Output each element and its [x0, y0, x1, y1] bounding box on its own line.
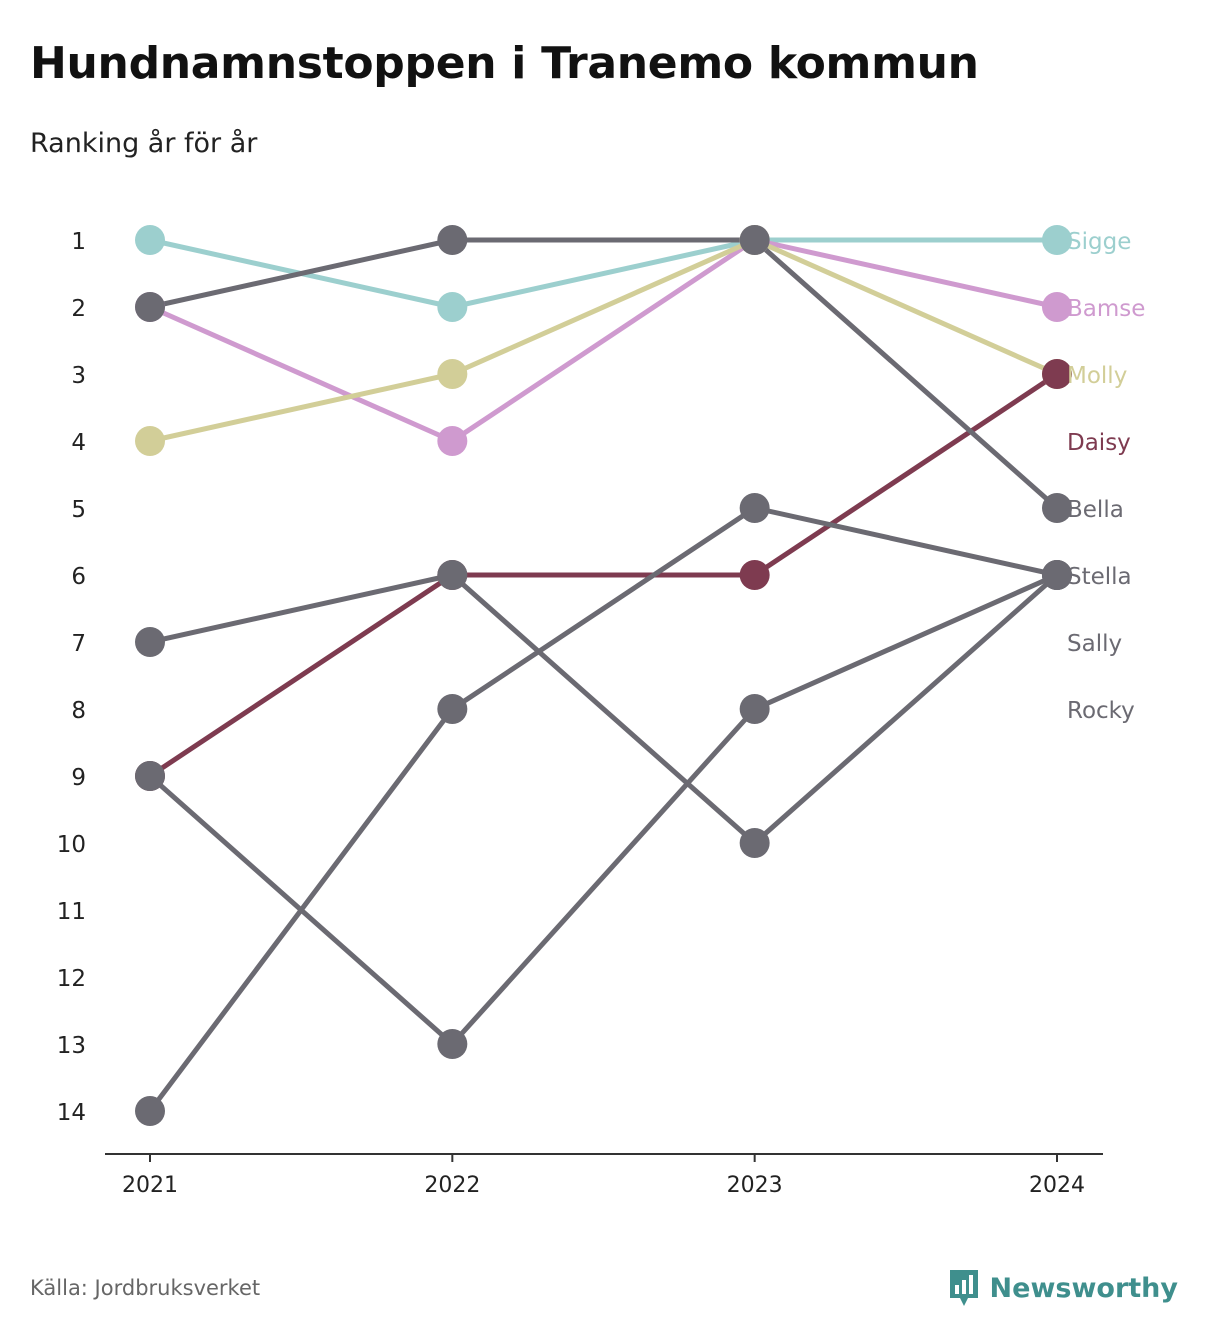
series-point-rocky	[135, 761, 165, 791]
series-line-daisy	[147, 371, 1060, 779]
series-point-rocky	[739, 694, 770, 724]
series-point-sigge	[1041, 225, 1072, 255]
series-point-bella	[437, 225, 468, 255]
series-point-molly	[437, 359, 468, 389]
x-axis-ticks: 2021 2022 2023 2024	[122, 1154, 1085, 1198]
source-note: Källa: Jordbruksverket	[30, 1276, 261, 1300]
series-point-bamse	[437, 426, 468, 456]
series-point-sally	[135, 627, 165, 657]
brand-logo[interactable]: Newsworthy	[948, 1268, 1178, 1308]
series-line-rocky	[147, 572, 1060, 1047]
series-point-sigge	[437, 292, 468, 322]
series-lines	[147, 237, 1060, 1114]
series-label-molly: Molly	[1067, 363, 1127, 389]
x-tick-label: 2022	[424, 1173, 480, 1198]
chart-title: Hundnamnstoppen i Tranemo kommun	[30, 38, 979, 89]
series-point-sally	[739, 828, 770, 858]
y-tick-label: 3	[71, 363, 86, 389]
series-line-stella	[147, 505, 1060, 1114]
chart-subtitle: Ranking år för år	[30, 128, 258, 159]
x-tick-label: 2023	[727, 1173, 783, 1198]
y-tick-label: 2	[71, 296, 86, 322]
series-point-rocky	[1041, 560, 1072, 590]
y-tick-label: 8	[71, 698, 86, 724]
y-tick-label: 14	[57, 1100, 86, 1126]
series-label-bella: Bella	[1067, 497, 1124, 523]
series-point-daisy	[1041, 359, 1072, 389]
series-points	[135, 225, 1072, 1126]
y-tick-label: 7	[71, 631, 86, 657]
series-point-bella	[739, 225, 770, 255]
y-tick-label: 4	[71, 430, 86, 456]
x-tick-label: 2024	[1029, 1173, 1085, 1198]
series-point-bamse	[1041, 292, 1072, 322]
series-labels: Sigge Bamse Molly Daisy Bella Stella Sally Rock…	[1067, 229, 1145, 724]
series-label-bamse: Bamse	[1067, 296, 1145, 322]
series-point-stella	[437, 694, 468, 724]
series-label-rocky: Rocky	[1067, 698, 1135, 724]
x-tick-label: 2021	[122, 1173, 178, 1198]
series-label-sally: Sally	[1067, 631, 1122, 657]
y-tick-label: 6	[71, 564, 86, 590]
series-line-bamse	[147, 237, 1060, 444]
newsworthy-chart-bubble-icon	[949, 1270, 978, 1306]
y-tick-label: 11	[57, 899, 86, 925]
series-line-molly	[147, 237, 1060, 444]
series-line-sally	[147, 572, 1060, 846]
series-point-sally	[437, 560, 468, 590]
series-point-molly	[135, 426, 165, 456]
series-label-stella: Stella	[1067, 564, 1132, 590]
series-point-daisy	[739, 560, 770, 590]
series-point-stella	[135, 1096, 165, 1126]
series-point-stella	[739, 493, 770, 523]
series-label-daisy: Daisy	[1067, 430, 1131, 456]
series-point-rocky	[437, 1029, 468, 1059]
series-point-bella	[1041, 493, 1072, 523]
y-tick-label: 13	[57, 1033, 86, 1059]
series-line-sigge	[147, 237, 1060, 310]
series-label-sigge: Sigge	[1067, 229, 1131, 255]
brand-name: Newsworthy	[989, 1272, 1178, 1304]
series-point-sigge	[135, 225, 165, 255]
y-tick-label: 9	[71, 765, 86, 791]
series-point-bella	[135, 292, 165, 322]
series-line-bella	[147, 237, 1060, 511]
y-tick-label: 12	[57, 966, 86, 992]
y-tick-label: 5	[71, 497, 86, 523]
y-tick-label: 1	[71, 229, 86, 255]
y-tick-label: 10	[57, 832, 86, 858]
